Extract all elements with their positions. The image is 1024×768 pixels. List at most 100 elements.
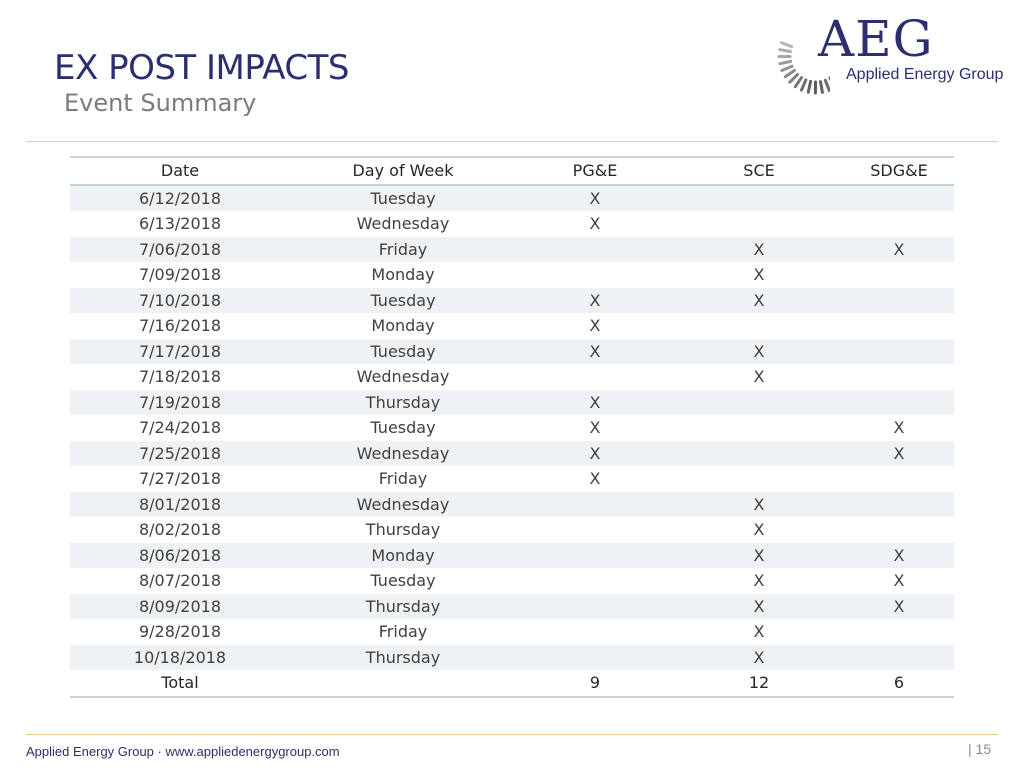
- cell-day: Tuesday: [370, 290, 436, 310]
- cell-sce: X: [753, 647, 765, 667]
- column-header-date: Date: [160, 161, 200, 181]
- cell-pge: X: [589, 290, 601, 310]
- cell-sdge: [844, 645, 954, 671]
- cell-date: 10/18/2018: [133, 647, 227, 667]
- cell-day: Thursday: [365, 647, 441, 667]
- cell-pge: X: [589, 316, 601, 336]
- cell-date: 8/07/2018: [138, 571, 222, 591]
- cell-sdge: [844, 339, 954, 365]
- cell-sce: X: [753, 622, 765, 642]
- column-header-pge: PG&E: [572, 161, 618, 181]
- cell-date: 9/28/2018: [138, 622, 222, 642]
- cell-day: Wednesday: [356, 214, 450, 234]
- header-divider: [26, 141, 998, 142]
- cell-sdge: X: [893, 545, 905, 565]
- cell-day: Friday: [378, 622, 428, 642]
- cell-day: Thursday: [365, 520, 441, 540]
- cell-sce: X: [753, 596, 765, 616]
- cell-sce: [674, 466, 844, 492]
- total-sdge: 6: [893, 673, 905, 693]
- cell-pge: [516, 237, 674, 263]
- aeg-logo: AEG Applied Energy Group: [770, 14, 1020, 98]
- table-row: 7/19/2018 Thursday X: [70, 389, 954, 416]
- cell-pge: X: [589, 392, 601, 412]
- table-row: 7/17/2018 Tuesday X X: [70, 338, 954, 365]
- cell-sdge: [844, 492, 954, 518]
- table-row: 8/06/2018 Monday X X: [70, 542, 954, 569]
- cell-pge: X: [589, 188, 601, 208]
- table-row: 7/27/2018 Friday X: [70, 466, 954, 492]
- cell-sdge: X: [893, 443, 905, 463]
- cell-date: 7/09/2018: [138, 265, 222, 285]
- cell-day: Wednesday: [356, 443, 450, 463]
- cell-day: Tuesday: [370, 418, 436, 438]
- table-row: 10/18/2018 Thursday X: [70, 644, 954, 671]
- logo-tagline: Applied Energy Group: [846, 66, 1004, 83]
- cell-sce: X: [753, 265, 765, 285]
- cell-pge: [516, 645, 674, 671]
- cell-sdge: [844, 185, 954, 212]
- cell-pge: [516, 492, 674, 518]
- cell-day: Tuesday: [370, 341, 436, 361]
- cell-sdge: [844, 364, 954, 390]
- cell-sdge: X: [893, 571, 905, 591]
- cell-sdge: [844, 517, 954, 543]
- cell-pge: [516, 568, 674, 594]
- cell-date: 7/19/2018: [138, 392, 222, 412]
- table-header-row: Date Day of Week PG&E SCE SDG&E: [70, 157, 954, 185]
- cell-sdge: [844, 211, 954, 237]
- cell-pge: [516, 543, 674, 569]
- cell-date: 7/25/2018: [138, 443, 222, 463]
- slide-subtitle: Event Summary: [64, 89, 257, 117]
- cell-date: 6/13/2018: [138, 214, 222, 234]
- total-day: [290, 670, 516, 697]
- cell-sdge: X: [893, 418, 905, 438]
- cell-day: Friday: [378, 469, 428, 489]
- cell-date: 7/06/2018: [138, 239, 222, 259]
- cell-pge: [516, 517, 674, 543]
- table-row: 7/09/2018 Monday X: [70, 262, 954, 288]
- cell-date: 8/09/2018: [138, 596, 222, 616]
- cell-sdge: [844, 262, 954, 288]
- total-pge: 9: [589, 673, 601, 693]
- cell-date: 7/17/2018: [138, 341, 222, 361]
- table-row: 7/16/2018 Monday X: [70, 313, 954, 339]
- footer-divider: [26, 734, 998, 735]
- column-header-day-of-week: Day of Week: [352, 161, 454, 181]
- cell-pge: X: [589, 341, 601, 361]
- table-row: 7/10/2018 Tuesday X X: [70, 287, 954, 313]
- cell-sce: [674, 185, 844, 212]
- cell-day: Thursday: [365, 392, 441, 412]
- cell-sce: [674, 441, 844, 467]
- cell-sce: X: [753, 341, 765, 361]
- table-row: 8/07/2018 Tuesday X X: [70, 568, 954, 594]
- page-number: | 15: [968, 741, 992, 757]
- cell-date: 6/12/2018: [138, 188, 222, 208]
- cell-sce: X: [753, 367, 765, 387]
- cell-sdge: [844, 390, 954, 416]
- cell-date: 7/18/2018: [138, 367, 222, 387]
- cell-date: 8/06/2018: [138, 545, 222, 565]
- cell-sce: [674, 313, 844, 339]
- cell-date: 7/16/2018: [138, 316, 222, 336]
- cell-day: Wednesday: [356, 367, 450, 387]
- cell-sdge: X: [893, 596, 905, 616]
- cell-date: 7/24/2018: [138, 418, 222, 438]
- cell-sce: X: [753, 494, 765, 514]
- sun-ray-icon: [777, 41, 830, 95]
- table-row: 9/28/2018 Friday X: [70, 619, 954, 645]
- cell-sce: [674, 390, 844, 416]
- cell-day: Thursday: [365, 596, 441, 616]
- table-row: 7/25/2018 Wednesday X X: [70, 440, 954, 467]
- cell-day: Monday: [371, 316, 435, 336]
- cell-sce: X: [753, 239, 765, 259]
- cell-sdge: [844, 466, 954, 492]
- total-row: Total 9 12 6: [70, 670, 954, 697]
- table-row: 8/09/2018 Thursday X X: [70, 593, 954, 619]
- cell-day: Wednesday: [356, 494, 450, 514]
- column-header-sce: SCE: [743, 161, 775, 181]
- cell-pge: X: [589, 418, 601, 438]
- cell-sdge: [844, 619, 954, 645]
- cell-day: Monday: [371, 265, 435, 285]
- total-label: Total: [161, 673, 199, 693]
